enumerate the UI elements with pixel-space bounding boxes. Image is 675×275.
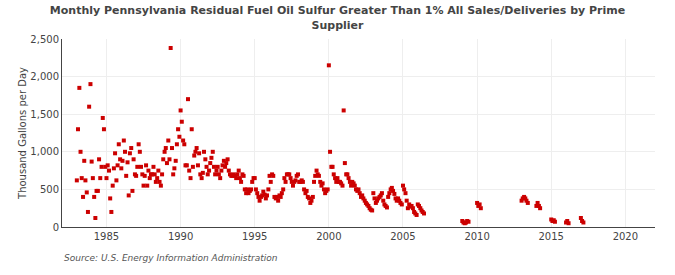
svg-text:0: 0 <box>53 222 59 233</box>
svg-text:2,500: 2,500 <box>30 34 59 45</box>
svg-text:1985: 1985 <box>94 231 119 242</box>
svg-text:2000: 2000 <box>316 231 341 242</box>
svg-text:1995: 1995 <box>242 231 267 242</box>
svg-text:2005: 2005 <box>390 231 415 242</box>
svg-text:Thousand Gallons per Day: Thousand Gallons per Day <box>17 67 28 200</box>
svg-text:Monthly Pennsylvania Residual: Monthly Pennsylvania Residual Fuel Oil S… <box>50 4 625 31</box>
svg-text:1990: 1990 <box>168 231 193 242</box>
svg-text:2020: 2020 <box>613 231 638 242</box>
svg-text:2015: 2015 <box>539 231 564 242</box>
svg-text:2010: 2010 <box>464 231 489 242</box>
svg-text:500: 500 <box>40 184 59 195</box>
svg-text:1,500: 1,500 <box>30 109 59 120</box>
svg-text:1,000: 1,000 <box>30 146 59 157</box>
svg-text:Source: U.S. Energy Informatio: Source: U.S. Energy Information Administ… <box>64 253 278 263</box>
svg-text:2,000: 2,000 <box>30 71 59 82</box>
